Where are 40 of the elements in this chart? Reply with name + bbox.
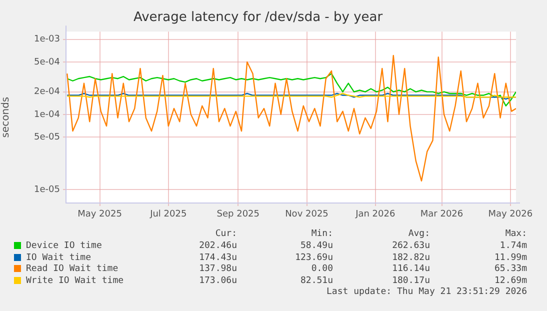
x-tick-label: Sep 2025 — [216, 210, 260, 220]
text: Last update: Thu May 21 23:51:29 2026 — [326, 286, 527, 298]
text: 173.06u — [198, 274, 237, 286]
y-tick-label: 1e-04 — [34, 110, 60, 120]
text: 11.99m — [493, 252, 527, 264]
y-axis-title: seconds — [0, 96, 12, 138]
text: 123.69u — [294, 252, 333, 264]
legend-label: Read IO Wait time — [26, 263, 118, 275]
chart-title: Average latency for /dev/sda - by year — [133, 10, 384, 26]
text: Cur: — [214, 228, 237, 240]
text: 65.33m — [493, 263, 527, 275]
y-tick-label: 1e-03 — [34, 34, 60, 45]
text: Max: — [504, 228, 527, 240]
text: 82.51u — [299, 274, 333, 286]
text: Min: — [310, 228, 333, 240]
text: 174.43u — [198, 252, 237, 264]
text: 182.82u — [391, 252, 430, 264]
text: 180.17u — [391, 274, 430, 286]
x-tick-label: Nov 2025 — [285, 210, 328, 220]
x-tick-label: Mar 2026 — [420, 210, 464, 220]
legend-label: Write IO Wait time — [26, 274, 124, 286]
x-tick-label: May 2026 — [488, 210, 533, 220]
legend-label: Device IO time — [26, 240, 102, 252]
y-tick-label: 1e-05 — [34, 184, 60, 195]
x-tick-label: May 2025 — [78, 210, 122, 220]
text: 137.98u — [198, 263, 237, 275]
text: 202.46u — [198, 240, 237, 252]
text: 1.74m — [498, 240, 527, 252]
text: 0.00 — [310, 263, 333, 275]
x-tick-label: Jul 2025 — [149, 210, 187, 220]
x-tick-label: Jan 2026 — [354, 210, 396, 220]
y-tick-label: 2e-04 — [34, 87, 60, 98]
text: Avg: — [407, 228, 430, 240]
text: 12.69m — [493, 274, 527, 286]
text: 58.49u — [299, 240, 333, 252]
y-tick-label: 5e-04 — [34, 57, 60, 68]
text: 262.63u — [391, 240, 430, 252]
y-tick-label: 5e-05 — [34, 132, 60, 142]
text: 116.14u — [391, 263, 430, 275]
legend-label: IO Wait time — [26, 252, 92, 264]
